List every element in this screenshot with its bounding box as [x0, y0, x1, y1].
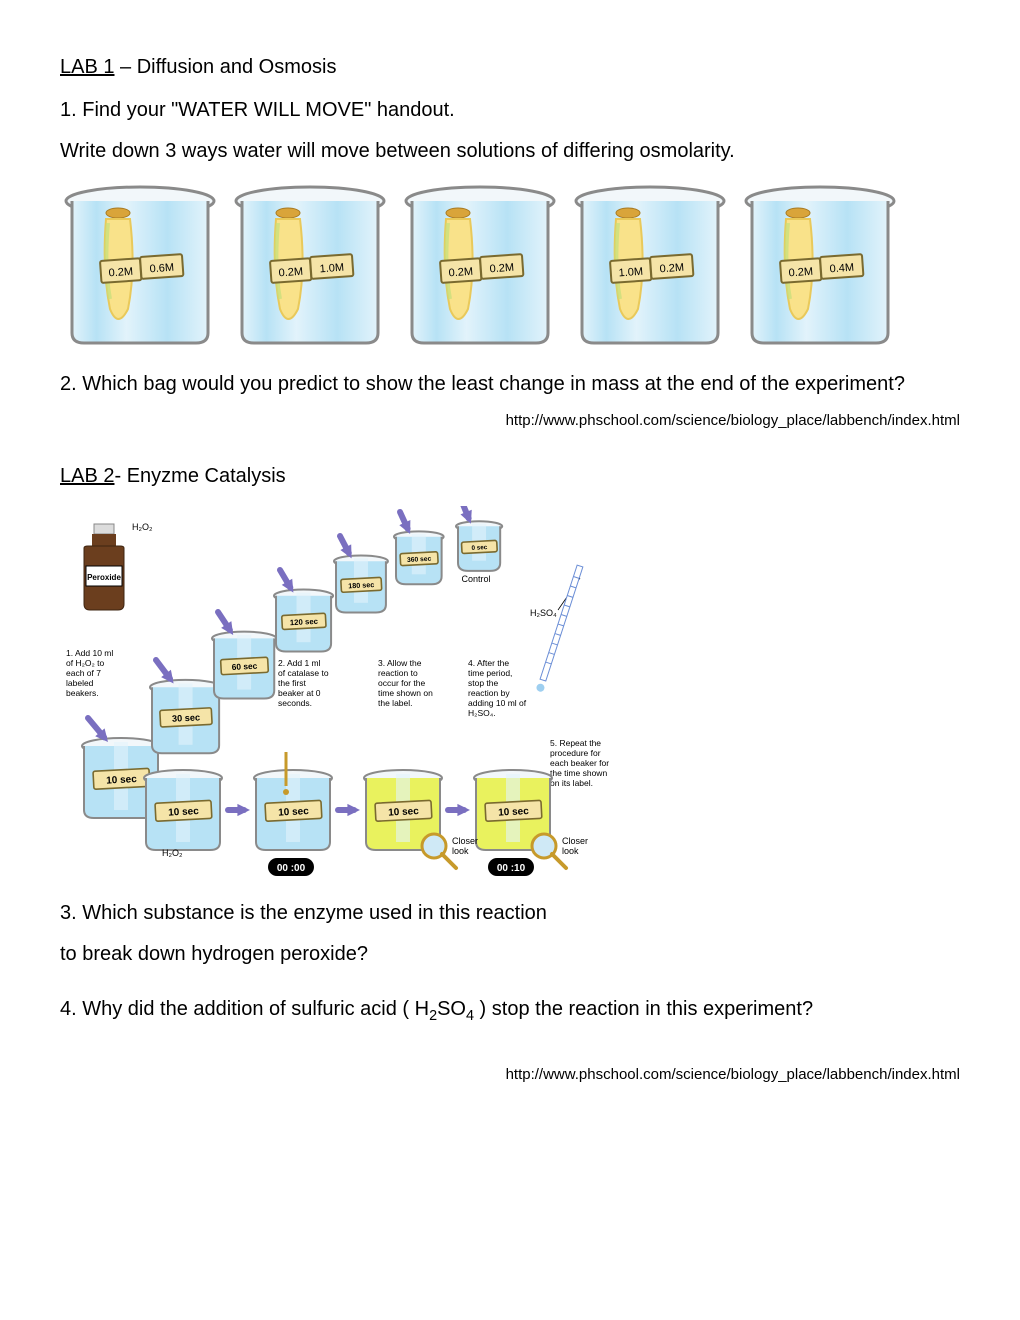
svg-text:120 sec: 120 sec — [290, 617, 319, 627]
lab1-heading-label: LAB 1 — [60, 56, 114, 78]
svg-text:0.6M: 0.6M — [149, 262, 174, 276]
svg-text:0.4M: 0.4M — [829, 262, 854, 276]
svg-text:2. Add 1 mlof catalase tothe f: 2. Add 1 mlof catalase tothe firstbeaker… — [278, 658, 329, 708]
svg-text:1. Add 10 mlof H₂O₂ toeach of: 1. Add 10 mlof H₂O₂ toeach of 7labeledbe… — [66, 648, 113, 698]
lab2-heading: LAB 2- Enyzme Catalysis — [60, 465, 960, 488]
beaker: 0.2M 1.0M — [230, 179, 390, 353]
svg-text:Closerlook: Closerlook — [562, 836, 588, 856]
beaker-icon: 0.2M 0.2M — [400, 179, 560, 347]
lab2-heading-label: LAB 2 — [60, 465, 114, 487]
svg-text:H₂SO₄: H₂SO₄ — [530, 608, 557, 618]
lab2-heading-rest: - Enyzme Catalysis — [114, 465, 285, 487]
svg-text:0.2M: 0.2M — [659, 262, 684, 276]
beaker-icon: 0.2M 1.0M — [230, 179, 390, 347]
svg-text:4. After thetime period,stop t: 4. After thetime period,stop thereaction… — [468, 658, 527, 718]
svg-text:0.2M: 0.2M — [489, 262, 514, 276]
svg-text:1.0M: 1.0M — [319, 262, 344, 276]
svg-text:10 sec: 10 sec — [388, 806, 420, 819]
svg-text:0.2M: 0.2M — [788, 266, 813, 280]
lab1-url: http://www.phschool.com/science/biology_… — [60, 412, 960, 429]
lab1-q1-line1: 1. Find your "WATER WILL MOVE" handout. — [60, 97, 960, 124]
svg-text:0.2M: 0.2M — [448, 266, 473, 280]
svg-text:60 sec: 60 sec — [231, 661, 257, 672]
lab2-url: http://www.phschool.com/science/biology_… — [60, 1066, 960, 1083]
lab2-q3-line2: to break down hydrogen peroxide? — [60, 941, 960, 968]
svg-text:00 :10: 00 :10 — [497, 863, 526, 874]
lab1-q2: 2. Which bag would you predict to show t… — [60, 371, 960, 398]
lab1-heading-rest: – Diffusion and Osmosis — [114, 56, 336, 78]
svg-text:5. Repeat theprocedure foreach: 5. Repeat theprocedure foreach beaker fo… — [550, 738, 609, 788]
svg-text:10 sec: 10 sec — [106, 774, 138, 787]
lab2-diagram: Peroxide H₂O₂ 10 sec 30 sec — [60, 506, 620, 882]
lab2-q4: 4. Why did the addition of sulfuric acid… — [60, 996, 960, 1026]
beaker-row: 0.2M 0.6M — [60, 179, 960, 353]
svg-text:Peroxide: Peroxide — [87, 573, 121, 582]
svg-text:Control: Control — [461, 574, 490, 584]
svg-text:10 sec: 10 sec — [168, 806, 200, 819]
svg-text:1.0M: 1.0M — [618, 266, 643, 280]
lab1-heading: LAB 1 – Diffusion and Osmosis — [60, 56, 960, 79]
beaker-icon: 0.2M 0.6M — [60, 179, 220, 347]
svg-text:10 sec: 10 sec — [498, 806, 530, 819]
svg-text:360 sec: 360 sec — [407, 556, 432, 564]
lab2-q3-line1: 3. Which substance is the enzyme used in… — [60, 900, 960, 927]
svg-text:H₂O₂: H₂O₂ — [162, 848, 183, 858]
beaker-icon: 1.0M 0.2M — [570, 179, 730, 347]
svg-text:00 :00: 00 :00 — [277, 863, 306, 874]
beaker: 0.2M 0.4M — [740, 179, 900, 353]
svg-text:3. Allow thereaction tooccur f: 3. Allow thereaction tooccur for thetime… — [378, 658, 433, 708]
beaker: 0.2M 0.6M — [60, 179, 220, 353]
svg-text:180 sec: 180 sec — [348, 580, 374, 590]
lab1-q1-line2: Write down 3 ways water will move betwee… — [60, 138, 960, 165]
svg-text:10 sec: 10 sec — [278, 806, 310, 819]
beaker: 0.2M 0.2M — [400, 179, 560, 353]
svg-text:0.2M: 0.2M — [278, 266, 303, 280]
svg-text:0 sec: 0 sec — [471, 544, 488, 552]
beaker-icon: 0.2M 0.4M — [740, 179, 900, 347]
svg-text:0.2M: 0.2M — [108, 266, 133, 280]
beaker: 1.0M 0.2M — [570, 179, 730, 353]
svg-text:H₂O₂: H₂O₂ — [132, 522, 153, 532]
svg-text:30 sec: 30 sec — [172, 712, 201, 723]
svg-text:Closerlook: Closerlook — [452, 836, 478, 856]
